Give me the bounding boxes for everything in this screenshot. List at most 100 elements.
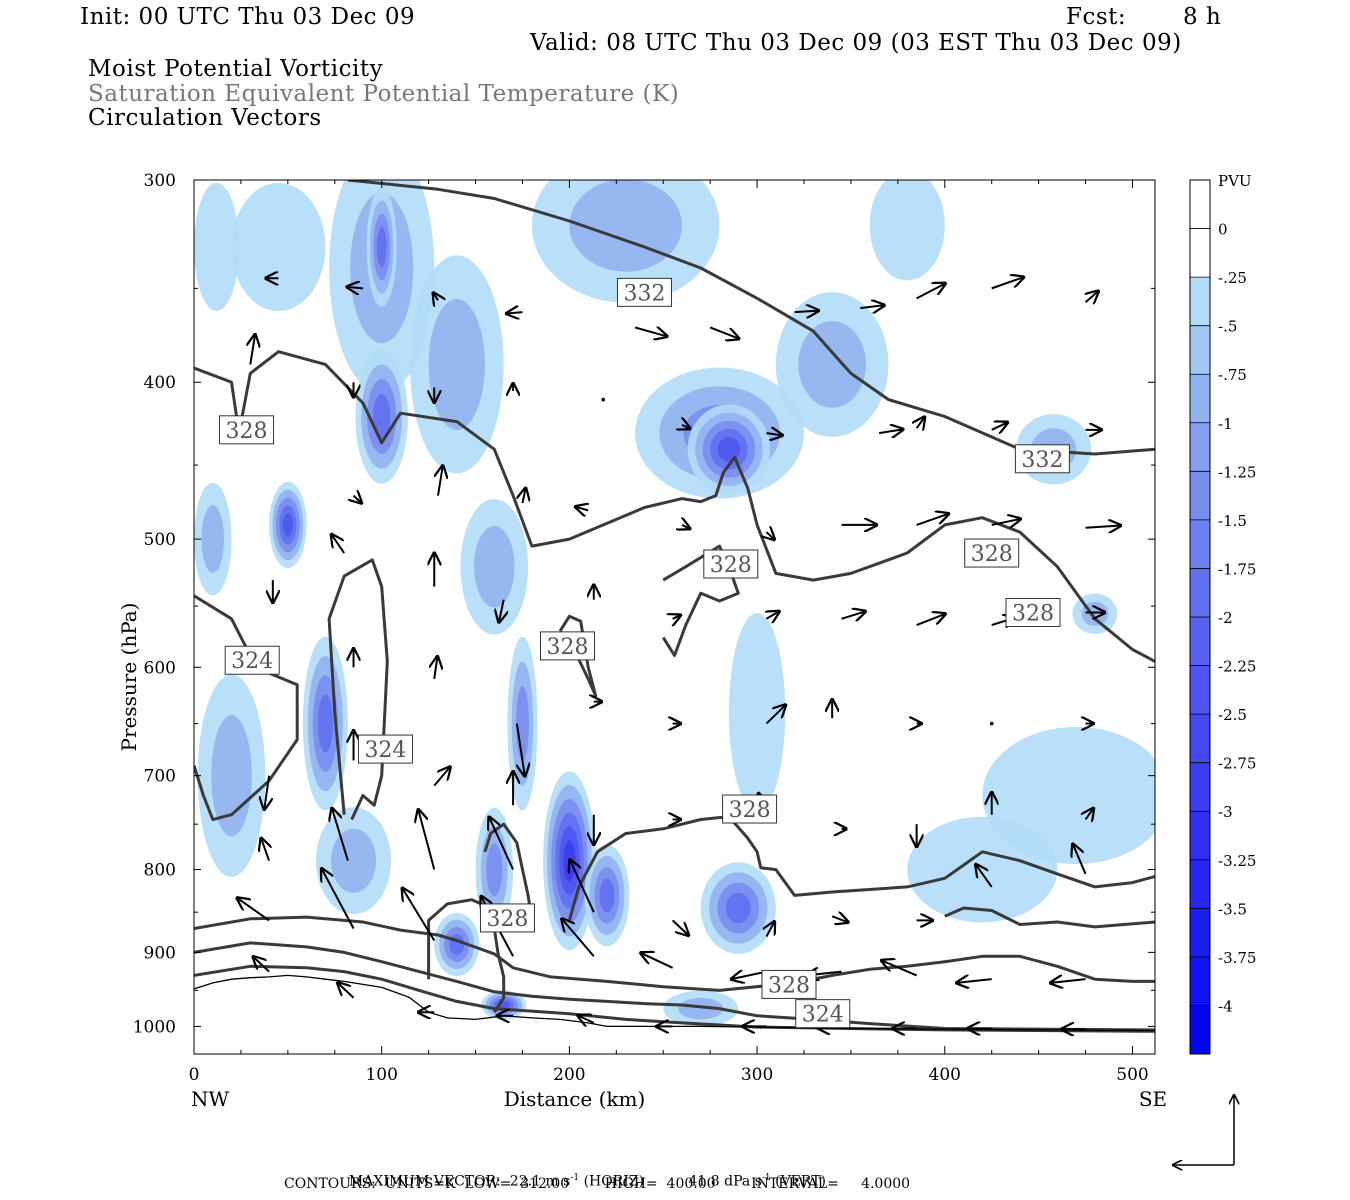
- vector-15: [601, 397, 605, 402]
- vector-53: [264, 775, 269, 810]
- contour-label-box: [479, 903, 535, 933]
- colorbar-swatch-2: [1190, 277, 1210, 327]
- vector-9: [991, 277, 1024, 290]
- vector-51: [989, 721, 994, 726]
- contour-label-text: 328: [547, 635, 589, 660]
- pv-region-17: [317, 694, 333, 753]
- pv-region-9: [717, 437, 741, 462]
- vector-16: [682, 425, 690, 429]
- x-tick-label: 300: [741, 1065, 773, 1085]
- vector-24: [522, 488, 525, 504]
- contour-label-text: 328: [971, 542, 1013, 567]
- colorbar-swatch-5: [1190, 422, 1210, 472]
- vector-3: [506, 312, 523, 314]
- contour-label-328-9: 328: [761, 969, 817, 999]
- contour-label-text: 328: [710, 553, 752, 578]
- horizontal-unit: (HORIZ): [583, 1173, 644, 1190]
- y-tick-label: 900: [144, 943, 176, 963]
- contour-label-text: 328: [226, 419, 268, 444]
- colorbar-swatch-15: [1190, 908, 1210, 958]
- vector-26: [682, 525, 690, 529]
- contour-label-332-0: 332: [616, 277, 672, 307]
- contour-label-328-5: 328: [1005, 597, 1061, 627]
- isentrope-328-5: [661, 544, 740, 657]
- vector-4: [634, 327, 667, 336]
- isentrope-328-4: [558, 614, 598, 698]
- pv-region-0: [194, 182, 240, 312]
- contour-label-text: 332: [623, 281, 665, 306]
- pv-region-11: [869, 180, 945, 281]
- max-horizontal-vector: 22.1 m s: [509, 1173, 571, 1190]
- x-tick-label: 500: [1116, 1065, 1148, 1085]
- isentrope-324-9: [194, 915, 1155, 992]
- vector-87: [338, 983, 355, 999]
- contour-label-box: [964, 538, 1020, 568]
- vector-31: [1085, 526, 1121, 528]
- vector-11: [250, 334, 255, 365]
- colorbar-label: -4: [1218, 997, 1233, 1015]
- isentrope-328-1: [194, 350, 1155, 663]
- colorbar-swatch-16: [1190, 956, 1210, 1006]
- field-title-mpv: Moist Potential Vorticity: [88, 56, 384, 82]
- colorbar-swatch-1: [1190, 228, 1210, 278]
- y-tick-label: 400: [144, 373, 176, 393]
- isentrope-332-0: [347, 180, 1155, 456]
- colorbar-swatch-13: [1190, 811, 1210, 861]
- vector-67: [489, 817, 514, 870]
- forecast-label: Fcst:: [1066, 4, 1127, 30]
- vector-65: [332, 808, 349, 861]
- max-vector-label: MAXIMUM VECTOR:: [348, 1173, 501, 1190]
- vector-63: [1086, 808, 1094, 819]
- colorbar-label: -2: [1218, 609, 1233, 627]
- vector-68: [570, 860, 595, 913]
- max-vertical-vector: 41.8 dPa s: [688, 1173, 762, 1190]
- contour-label-box: [616, 277, 672, 307]
- vector-6: [794, 311, 819, 313]
- colorbar-swatch-4: [1190, 374, 1210, 424]
- y-tick-label: 600: [144, 658, 176, 678]
- vector-79: [562, 919, 595, 957]
- vector-45: [515, 723, 525, 777]
- contour-label-text: 328: [768, 973, 810, 998]
- contour-label-text: 324: [231, 649, 273, 674]
- field-title-vectors: Circulation Vectors: [88, 105, 322, 131]
- contour-label-box: [357, 734, 413, 764]
- pv-region-24: [725, 892, 751, 924]
- colorbar-label: -3: [1218, 803, 1233, 821]
- y-tick-label: 1000: [133, 1017, 176, 1037]
- vector-1: [347, 287, 364, 289]
- field-title-theta-es: Saturation Equivalent Potential Temperat…: [88, 81, 680, 107]
- contour-label-box: [761, 969, 817, 999]
- colorbar-label: -3.25: [1218, 852, 1256, 870]
- vector-37: [673, 615, 681, 619]
- vector-23: [438, 466, 443, 496]
- contour-label-text: 324: [364, 738, 406, 763]
- x-axis-title: Distance (km): [504, 1087, 646, 1111]
- pv-region-23: [599, 878, 615, 913]
- pv-region-6: [474, 526, 515, 608]
- isentrope-328-8: [567, 815, 1155, 921]
- pv-region-4: [372, 394, 391, 439]
- colorbar-swatch-8: [1190, 568, 1210, 618]
- contour-label-box: [219, 415, 275, 445]
- colorbar-swatch-7: [1190, 519, 1210, 569]
- pv-region-29: [678, 997, 724, 1020]
- pv-region-20: [486, 843, 503, 896]
- forecast-hour: 8 h: [1183, 4, 1222, 30]
- x-tick-label: 100: [365, 1065, 397, 1085]
- colorbar-swatch-11: [1190, 714, 1210, 764]
- vector-55: [433, 767, 450, 787]
- vector-39: [841, 611, 866, 619]
- vertical-unit-exponent: -1: [761, 1173, 771, 1183]
- plot-frame: [193, 179, 1156, 1055]
- x-left-end-label: NW: [191, 1087, 230, 1111]
- vector-73: [976, 864, 993, 888]
- contour-label-328-8: 328: [479, 903, 535, 933]
- contour-label-324-11: 324: [357, 734, 413, 764]
- colorbar-label: -2.75: [1218, 755, 1256, 773]
- x-tick-label: 200: [553, 1065, 585, 1085]
- vector-5: [709, 326, 739, 338]
- colorbar-label: -1.25: [1218, 463, 1256, 481]
- valid-time: Valid: 08 UTC Thu 03 Dec 09 (03 EST Thu …: [530, 30, 1182, 56]
- contour-label-box: [703, 549, 759, 579]
